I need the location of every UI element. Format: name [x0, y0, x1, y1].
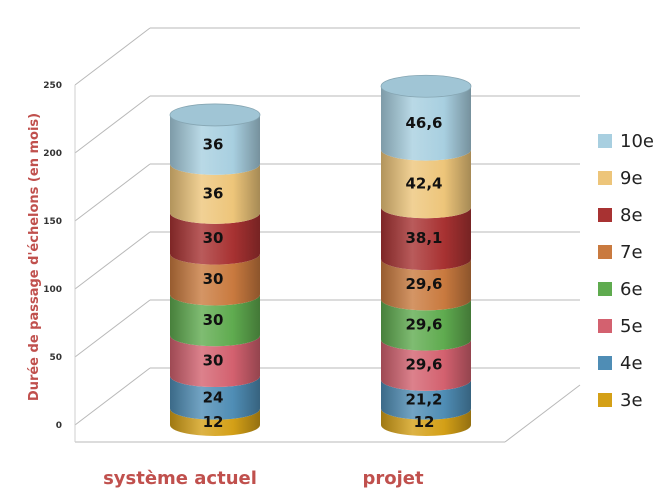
legend-label: 10e	[620, 131, 654, 152]
segment-8e	[381, 207, 472, 271]
gridlines	[74, 27, 581, 443]
legend-swatch	[598, 282, 612, 296]
data-label: 29,6	[405, 356, 442, 374]
data-label: 36	[203, 135, 224, 153]
data-label: 29,6	[405, 275, 442, 293]
data-label: 12	[203, 413, 224, 431]
legend-label: 6e	[620, 279, 643, 300]
segment-7e	[381, 259, 472, 311]
segment-5e	[381, 339, 472, 391]
legend-swatch	[598, 208, 612, 222]
legend-label: 3e	[620, 390, 643, 411]
gridline-depth	[74, 299, 151, 358]
segment-9e	[170, 163, 261, 224]
data-label: 38,1	[405, 229, 442, 247]
gridline-depth	[74, 163, 151, 222]
gridline-depth	[74, 367, 151, 426]
legend-item: 10e	[598, 131, 654, 152]
y-axis-title: Durée de passage d'échelons (en mois)	[27, 113, 42, 401]
y-tick-label: 200	[43, 149, 62, 159]
x-category-label: système actuel	[103, 468, 257, 489]
legend-item: 4e	[598, 353, 643, 374]
data-label: 21,2	[405, 390, 442, 408]
legend-item: 5e	[598, 316, 643, 337]
segment-6e	[170, 294, 261, 347]
x-category-label: projet	[362, 468, 424, 489]
legend-label: 9e	[620, 168, 643, 189]
segment-7e	[170, 253, 261, 306]
segment-3e	[381, 408, 472, 436]
gridline-depth	[74, 27, 151, 86]
data-label: 29,6	[405, 315, 442, 333]
data-label: 30	[203, 229, 224, 247]
data-label: 24	[203, 388, 224, 406]
legend-item: 3e	[598, 390, 643, 411]
legend-label: 8e	[620, 205, 643, 226]
cylinder-1: 12 24 30 30 30 30 36 36	[169, 103, 261, 436]
legend-label: 7e	[620, 242, 643, 263]
y-tick-label: 0	[56, 421, 62, 431]
segment-3e	[170, 408, 261, 436]
segment-4e	[170, 376, 261, 420]
y-tick-label: 150	[43, 217, 62, 227]
y-tick-label: 50	[49, 353, 62, 363]
segment-8e	[170, 212, 261, 265]
floor-edge	[504, 384, 581, 443]
legend-swatch	[598, 245, 612, 259]
legend-item: 8e	[598, 205, 643, 226]
legend-label: 5e	[620, 316, 643, 337]
segment-10e	[381, 86, 472, 161]
data-label: 42,4	[405, 174, 442, 192]
data-label: 30	[203, 311, 224, 329]
cylinder-2: 12 21,2 29,6 29,6 29,6 38,1 42,4 46,6	[380, 74, 472, 436]
data-label: 12	[414, 413, 435, 431]
legend-item: 6e	[598, 279, 643, 300]
legend: 10e 9e 8e 7e 6e 5e 4e 3e	[598, 131, 654, 411]
gridline-depth	[74, 231, 151, 290]
data-label: 30	[203, 352, 224, 370]
legend-item: 9e	[598, 168, 643, 189]
cylinder-top-cap	[380, 74, 472, 98]
legend-swatch	[598, 171, 612, 185]
data-label: 30	[203, 270, 224, 288]
data-label: 36	[203, 184, 224, 202]
legend-label: 4e	[620, 353, 643, 374]
segment-9e	[381, 149, 472, 219]
y-tick-label: 250	[43, 81, 62, 91]
x-axis: système actuel projet	[103, 468, 424, 489]
gridline-depth	[74, 95, 151, 154]
y-axis: 0 50 100 150 200 250	[43, 81, 62, 431]
legend-item: 7e	[598, 242, 643, 263]
y-tick-label: 100	[43, 285, 62, 295]
segment-10e	[170, 114, 261, 175]
plot-area: 12 24 30 30 30 30 36 36 12 21,2 29,6 29,6 29,6 38,1 42…	[169, 74, 472, 436]
legend-swatch	[598, 134, 612, 148]
cylinder-top-cap	[169, 103, 261, 127]
segment-5e	[170, 335, 261, 388]
legend-swatch	[598, 393, 612, 407]
segment-6e	[381, 299, 472, 351]
segment-4e	[381, 379, 472, 420]
legend-swatch	[598, 356, 612, 370]
data-label: 46,6	[405, 114, 442, 132]
legend-swatch	[598, 319, 612, 333]
